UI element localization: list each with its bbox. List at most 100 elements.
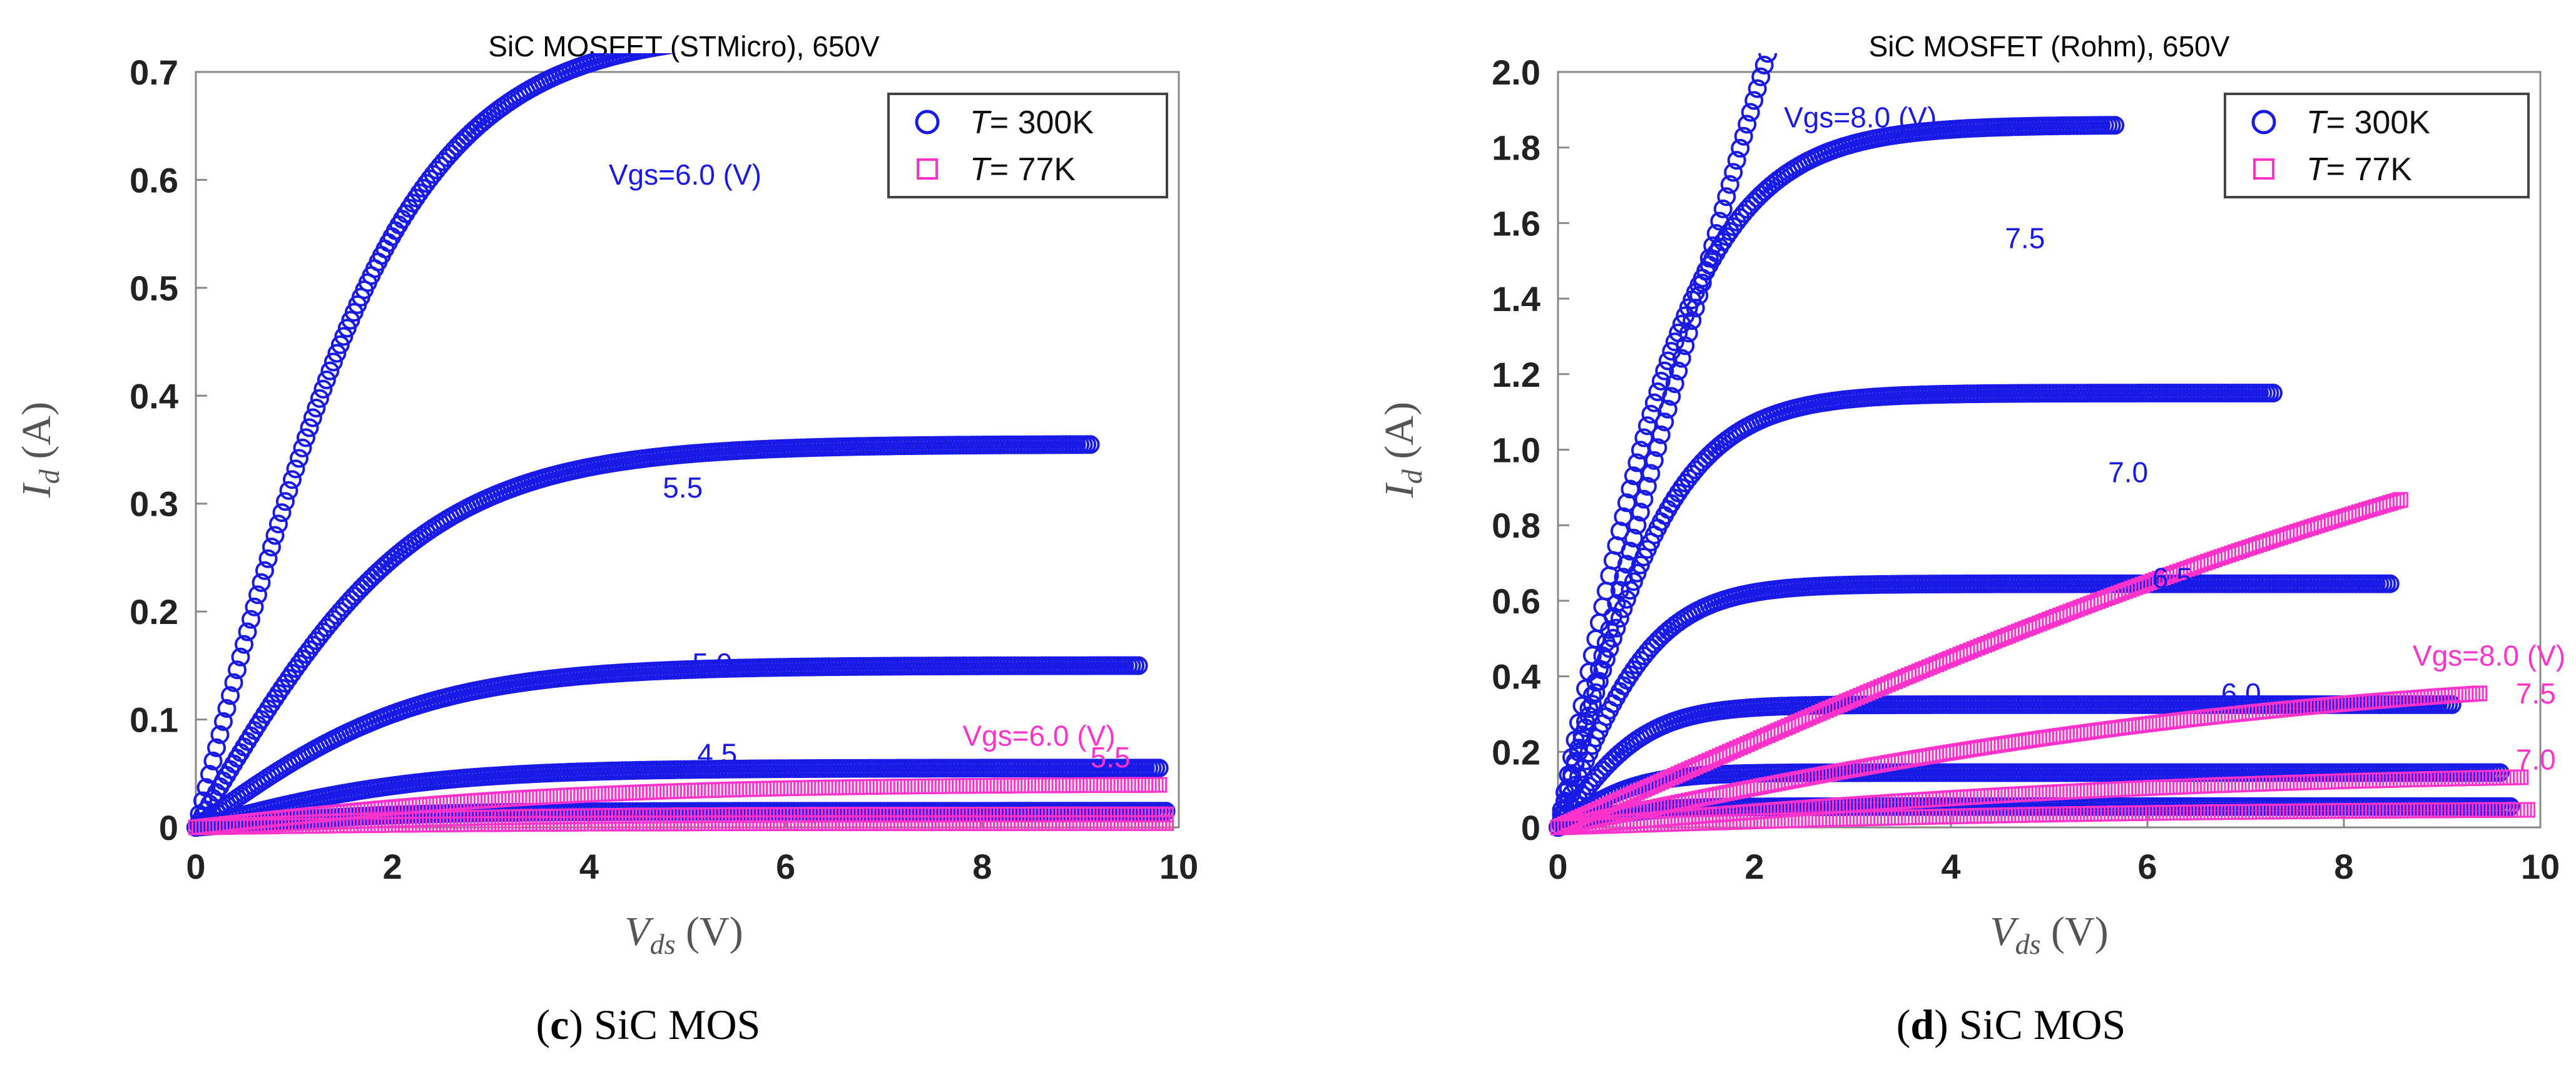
data-point-300k <box>214 712 233 731</box>
y-tick-label: 1.6 <box>1492 203 1540 243</box>
data-point-300k <box>1669 361 1688 381</box>
data-point-300k <box>589 53 608 70</box>
legend-label-prefix: T <box>970 151 992 188</box>
curve-annotation: 7.5 <box>2005 222 2045 255</box>
data-point-300k <box>1634 489 1654 509</box>
x-tick-label: 6 <box>776 847 795 886</box>
y-tick-label: 0.2 <box>1492 732 1540 772</box>
x-axis-label: Vds (V) <box>1990 909 2108 960</box>
data-point-300k <box>1634 428 1654 447</box>
legend-label: T= 300K <box>2306 105 2430 141</box>
data-point-300k <box>1651 425 1671 444</box>
curve-annotation: 5.0 <box>692 647 732 680</box>
y-axis-label-unit: (A) <box>1377 402 1422 469</box>
caption-c-letter: c <box>550 1001 569 1048</box>
data-point-300k <box>1662 342 1681 361</box>
y-axis-label-symbol: I <box>1377 482 1422 498</box>
data-point-300k <box>1672 314 1691 334</box>
series-77k-vgs-8 <box>1550 492 2408 836</box>
y-tick-label: 0 <box>1521 808 1540 847</box>
x-axis-label-unit: (V) <box>2041 909 2109 954</box>
y-axis-label-unit: (A) <box>14 402 59 469</box>
legend-label-text: = 77K <box>2326 151 2413 188</box>
curve-annotation: 4.5 <box>697 738 737 770</box>
curve-annotation: 5.5 <box>663 471 703 504</box>
data-point-300k <box>1624 466 1643 486</box>
series-77k-vgs-5 <box>188 815 1174 836</box>
data-point-300k <box>1773 0 1789 15</box>
data-point-300k <box>262 538 281 556</box>
x-tick-label: 4 <box>1941 847 1960 886</box>
data-point-300k <box>303 408 322 427</box>
data-point-300k <box>596 53 615 68</box>
y-tick-label: 0.2 <box>130 592 178 632</box>
data-point-300k <box>248 585 267 605</box>
data-point-300k <box>1720 175 1739 194</box>
data-point-300k <box>1734 126 1753 146</box>
data-point-300k <box>1631 503 1650 522</box>
data-point-300k <box>599 53 618 67</box>
plot-area <box>186 53 1176 837</box>
caption-c: (c) SiC MOS <box>536 1001 761 1048</box>
x-tick-label: 2 <box>383 847 402 886</box>
x-tick-label: 8 <box>2334 847 2353 886</box>
data-point-300k <box>1614 507 1633 526</box>
legend-label-prefix: T <box>2306 105 2328 141</box>
data-point-300k <box>1741 103 1760 122</box>
data-point-300k <box>1644 393 1664 412</box>
data-point-300k <box>297 428 315 447</box>
data-point-300k <box>217 699 237 718</box>
data-point-300k <box>1758 53 1778 63</box>
legend-label: T= 77K <box>970 151 1076 188</box>
y-axis-label-subscript: d <box>33 469 65 484</box>
data-point-300k <box>238 622 257 642</box>
data-point-300k <box>638 53 655 58</box>
data-point-300k <box>1744 91 1764 110</box>
series-300k-vgs-5 <box>186 656 1148 837</box>
x-tick-label: 0 <box>186 847 205 886</box>
legend-label: T= 300K <box>970 105 1094 141</box>
legend-label: T= 77K <box>2306 151 2412 188</box>
data-point-300k <box>613 53 632 64</box>
data-point-300k <box>317 371 336 389</box>
y-axis-label: Id (A) <box>1377 402 1428 498</box>
data-point-300k <box>1738 115 1757 134</box>
data-point-300k <box>334 327 354 346</box>
series-300k-vgs-7-5 <box>1549 116 2125 837</box>
data-point-300k <box>228 660 247 680</box>
y-tick-label: 0.4 <box>130 376 178 416</box>
data-point-300k <box>623 53 643 61</box>
y-tick-label: 0.8 <box>1492 506 1540 545</box>
data-point-300k <box>242 610 260 629</box>
data-point-300k <box>272 503 292 523</box>
data-point-300k <box>592 53 611 69</box>
data-point-300k <box>310 389 329 408</box>
data-point-300k <box>1617 493 1636 513</box>
data-point-300k <box>606 53 625 65</box>
x-axis-label-symbol: V <box>624 909 654 954</box>
data-point-300k <box>265 526 285 545</box>
data-point-300k <box>1665 374 1684 394</box>
data-point-300k <box>269 514 288 534</box>
data-point-300k <box>245 597 264 616</box>
data-point-300k <box>627 53 646 61</box>
y-tick-label: 0.3 <box>130 484 178 524</box>
curve-annotation: Vgs=6.0 (V) <box>609 158 761 191</box>
curve-annotation: 7.0 <box>2108 456 2148 489</box>
legend-label-text: = 77K <box>990 151 1076 188</box>
data-point-300k <box>634 53 652 59</box>
curve-annotation: 6.0 <box>2221 677 2261 710</box>
x-tick-label: 6 <box>2137 847 2157 886</box>
data-point-300k <box>631 53 649 60</box>
data-point-300k <box>1641 404 1661 424</box>
data-point-300k <box>231 647 250 667</box>
curve-annotation: 7.5 <box>2516 677 2556 710</box>
curve-annotation: 6.5 <box>2152 562 2192 595</box>
x-tick-label: 2 <box>1744 847 1764 886</box>
data-point-300k <box>1627 453 1647 473</box>
data-point-300k <box>1766 22 1783 38</box>
data-point-300k <box>330 335 350 354</box>
curve-annotation: Vgs=8.0 (V) <box>1784 101 1937 133</box>
data-point-300k <box>1648 438 1667 458</box>
